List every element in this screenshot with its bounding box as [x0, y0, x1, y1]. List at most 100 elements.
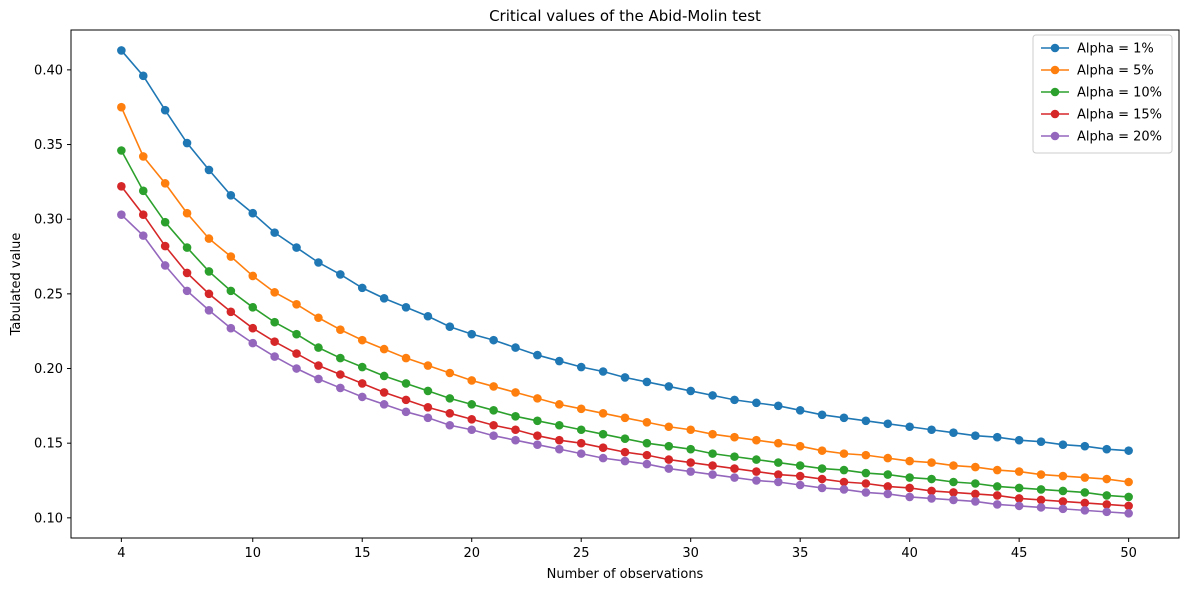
data-point	[555, 420, 564, 430]
legend-marker	[1050, 131, 1060, 141]
data-point	[357, 379, 367, 388]
data-point	[138, 71, 148, 81]
data-point	[314, 313, 323, 323]
data-point	[182, 243, 192, 252]
data-point	[795, 406, 805, 415]
series-4	[117, 182, 1133, 511]
data-point	[686, 444, 695, 454]
data-point	[642, 377, 652, 387]
x-tick-label: 45	[1011, 546, 1028, 561]
data-point	[226, 323, 236, 333]
data-point	[226, 191, 236, 200]
data-point	[401, 395, 411, 405]
data-point	[423, 386, 433, 396]
data-point	[686, 467, 695, 476]
data-point	[379, 344, 389, 354]
data-point	[1036, 470, 1046, 479]
data-point	[620, 434, 630, 443]
data-point	[270, 337, 279, 346]
data-point	[533, 394, 542, 403]
data-point	[927, 474, 936, 484]
data-point	[270, 317, 279, 327]
data-point	[708, 449, 717, 458]
data-point	[861, 488, 871, 497]
legend-item: Alpha = 5%	[1041, 64, 1154, 79]
data-point	[949, 428, 958, 438]
data-point	[883, 489, 893, 499]
data-point	[730, 432, 739, 442]
data-point	[1058, 471, 1068, 481]
data-point	[445, 420, 455, 430]
data-point	[1058, 497, 1068, 506]
y-tick-label: 0.35	[34, 138, 63, 153]
data-point	[138, 210, 148, 220]
data-point	[817, 464, 827, 473]
data-point	[467, 400, 477, 409]
legend-marker	[1050, 109, 1060, 119]
data-point	[839, 413, 849, 423]
legend-marker	[1050, 43, 1060, 53]
data-point	[883, 470, 893, 479]
data-point	[795, 480, 805, 490]
data-point	[314, 343, 323, 352]
data-point	[971, 431, 980, 441]
legend-label: Alpha = 20%	[1077, 130, 1162, 145]
data-point	[752, 455, 761, 464]
data-point	[160, 105, 170, 115]
data-point	[1058, 504, 1068, 514]
data-point	[971, 479, 980, 488]
data-point	[949, 461, 958, 470]
x-tick-label: 20	[463, 546, 480, 561]
legend-item: Alpha = 20%	[1041, 130, 1162, 145]
data-point	[1080, 506, 1090, 515]
data-point	[314, 258, 323, 267]
data-point	[839, 465, 849, 475]
data-point	[1080, 498, 1090, 508]
x-tick-label: 4	[117, 546, 125, 561]
series-5	[117, 210, 1133, 518]
data-point	[905, 483, 914, 493]
data-point	[1014, 435, 1024, 445]
data-point	[511, 388, 520, 397]
data-point	[357, 335, 367, 345]
data-point	[182, 138, 192, 148]
data-point	[708, 461, 717, 470]
data-point	[467, 329, 477, 339]
y-tick-label: 0.40	[34, 63, 63, 78]
data-point	[489, 431, 498, 441]
data-point	[423, 311, 433, 321]
data-point	[533, 416, 542, 426]
data-point	[905, 492, 914, 502]
data-point	[117, 210, 126, 220]
data-point	[817, 410, 827, 420]
data-point	[992, 500, 1002, 509]
data-point	[138, 152, 148, 161]
data-point	[949, 477, 958, 487]
data-point	[423, 413, 433, 423]
data-point	[971, 497, 980, 506]
data-point	[642, 417, 652, 427]
data-point	[576, 362, 586, 372]
data-point	[686, 458, 695, 467]
data-point	[1102, 507, 1112, 517]
data-point	[292, 364, 301, 373]
data-point	[839, 485, 849, 494]
legend-item: Alpha = 10%	[1041, 86, 1162, 101]
data-point	[511, 412, 520, 421]
data-point	[861, 450, 871, 460]
data-point	[336, 270, 345, 279]
data-point	[642, 450, 652, 460]
legend-box	[1032, 34, 1173, 154]
data-point	[292, 300, 301, 309]
data-point	[270, 352, 279, 361]
data-point	[248, 338, 258, 348]
y-tick-label: 0.25	[34, 287, 63, 302]
y-axis-title: Tabulated value	[9, 233, 24, 337]
data-point	[182, 268, 192, 278]
data-point	[555, 444, 564, 454]
data-point	[445, 409, 455, 418]
data-point	[1102, 491, 1112, 500]
data-point	[357, 362, 367, 372]
y-tick-label: 0.30	[34, 213, 63, 228]
